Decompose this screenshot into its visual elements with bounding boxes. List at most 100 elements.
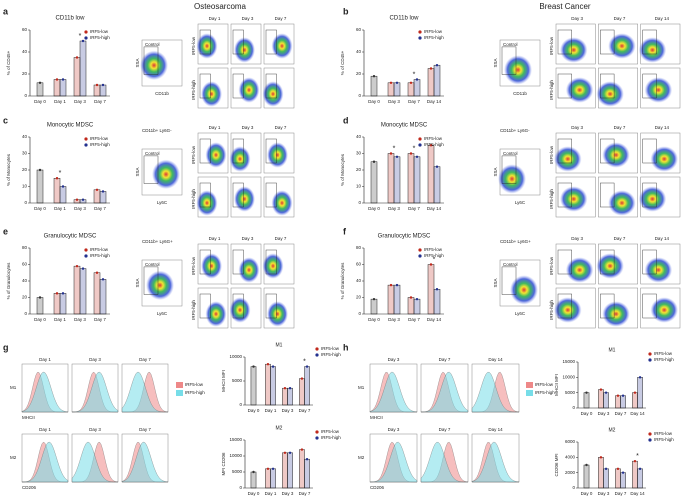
flow-column-label: Day 1 <box>209 236 221 241</box>
bar <box>299 449 305 489</box>
bar-dot <box>599 456 603 459</box>
bar <box>427 145 435 204</box>
flow-column-label: Day 7 <box>275 125 287 130</box>
legend-label: IRF5-low <box>424 247 443 252</box>
bar <box>59 79 67 97</box>
flow-row-label: IRF5-high <box>549 189 554 209</box>
bar <box>36 169 44 204</box>
histogram-x-label: MHCII <box>22 415 35 420</box>
flow-gate <box>557 182 572 208</box>
legend-marker <box>648 438 652 442</box>
bar <box>265 468 271 489</box>
y-tick-label: 20 <box>22 295 28 300</box>
legend-marker <box>418 137 422 141</box>
x-tick-label: Day 1 <box>54 99 66 104</box>
flow-gate <box>557 29 572 55</box>
flow-cloud <box>229 297 251 323</box>
bar <box>53 178 61 204</box>
y-tick-label: 40 <box>22 278 28 283</box>
legend-marker <box>84 36 88 40</box>
legend-marker <box>418 30 422 34</box>
bar-dot <box>101 278 105 281</box>
y-tick-label: 15000 <box>562 359 575 364</box>
y-tick-label: 0 <box>24 200 27 205</box>
bar-dot <box>101 190 105 193</box>
bar-dot <box>616 394 620 397</box>
flow-gate <box>265 249 277 275</box>
chart-title: CD11b low <box>390 16 420 22</box>
bar <box>370 75 378 97</box>
flow-cloud <box>650 297 679 323</box>
flow-x-label: CD11b <box>513 91 527 96</box>
flow-cloud <box>140 50 168 81</box>
flow-gate <box>143 46 159 75</box>
flow-row-label: IRF5-low <box>191 256 196 275</box>
bar <box>73 57 81 97</box>
bar <box>387 153 395 204</box>
panel-letter: b <box>343 6 349 16</box>
bar <box>393 82 401 97</box>
bar <box>393 156 401 204</box>
flow-cloud <box>267 301 288 327</box>
bar <box>59 293 67 315</box>
bar-dot <box>38 296 42 299</box>
histogram-curve <box>121 372 169 413</box>
significance: * <box>433 256 436 263</box>
flow-gate <box>232 293 244 319</box>
bar <box>299 378 305 406</box>
legend-marker <box>84 248 88 252</box>
bar <box>250 471 257 489</box>
y-tick-label: 10000 <box>562 375 575 380</box>
flow-row-label: IRF5-low <box>191 145 196 164</box>
flow-cloud <box>229 146 251 172</box>
flow-x-label: Ly6C <box>157 311 168 316</box>
y-tick-label: 40 <box>22 49 28 54</box>
flow-column-label: Day 3 <box>242 125 254 130</box>
legend-label: IRF5-low <box>535 382 554 387</box>
flow-gate <box>232 249 244 275</box>
histogram-curve <box>420 442 469 483</box>
x-tick-label: Day 7 <box>408 99 420 104</box>
bar <box>287 452 293 489</box>
legend-swatch <box>176 390 183 396</box>
bar-dot <box>81 267 85 270</box>
flow-cloud <box>650 146 679 172</box>
panel-letter: f <box>343 226 347 236</box>
x-tick-label: Day 3 <box>282 491 294 496</box>
x-tick-label: Day 14 <box>427 317 442 322</box>
bar <box>99 191 107 204</box>
flow-gate <box>642 73 657 99</box>
y-axis-label: % of Monocytes <box>6 153 11 186</box>
bar-dot <box>429 67 433 70</box>
flow-cloud <box>559 37 588 63</box>
x-tick-label: Day 14 <box>630 411 645 416</box>
bar <box>637 468 643 489</box>
y-tick-label: 0 <box>572 405 575 410</box>
bar <box>620 395 626 409</box>
bar <box>79 40 87 97</box>
significance: * <box>59 170 62 177</box>
legend-label: IRF5-low <box>185 382 204 387</box>
y-tick-label: 5000 <box>232 378 243 383</box>
x-tick-label: Day 3 <box>388 99 400 104</box>
bar <box>615 395 621 409</box>
legend-marker <box>418 36 422 40</box>
legend-marker <box>418 248 422 252</box>
histogram-column-label: Day 1 <box>39 357 51 362</box>
flow-row-label: IRF5-high <box>191 80 196 100</box>
flow-y-label: SSA <box>493 58 498 67</box>
gate-label: CD11b+ Ly6G- <box>142 128 172 133</box>
significance: * <box>413 145 416 152</box>
flow-cloud <box>267 142 288 168</box>
bar-dot <box>252 365 255 368</box>
legend-marker <box>418 254 422 258</box>
bar <box>413 156 421 204</box>
flow-cloud <box>510 275 538 305</box>
bar <box>615 468 621 489</box>
bar <box>407 82 415 97</box>
control-label: Control <box>145 262 160 267</box>
bar <box>93 84 101 97</box>
histogram-curve <box>71 442 119 483</box>
y-tick-label: 0 <box>24 311 27 316</box>
x-tick-label: Day 3 <box>74 206 86 211</box>
